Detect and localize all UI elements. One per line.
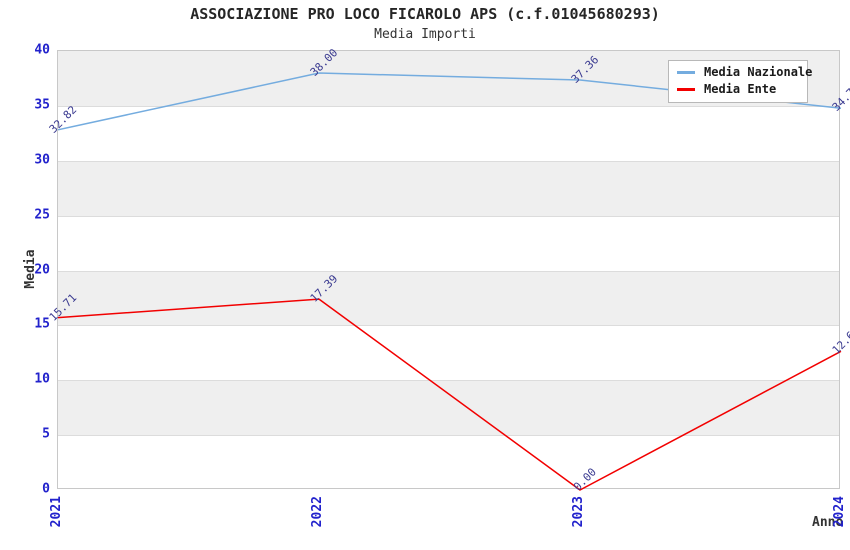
legend-label: Media Nazionale xyxy=(704,65,813,79)
y-tick-label: 30 xyxy=(34,152,50,168)
legend-item: Media Nazionale xyxy=(669,64,812,81)
chart-subtitle: Media Importi xyxy=(374,27,476,42)
y-tick-label: 0 xyxy=(42,481,50,497)
x-axis-title: Anno xyxy=(812,515,844,530)
gridline xyxy=(58,270,839,272)
band xyxy=(58,270,839,326)
band xyxy=(58,380,839,436)
chart-title: ASSOCIAZIONE PRO LOCO FICAROLO APS (c.f.… xyxy=(190,5,660,23)
y-tick-label: 10 xyxy=(34,371,50,387)
gridline xyxy=(58,380,839,382)
gridline xyxy=(58,325,839,327)
y-tick-label: 25 xyxy=(34,207,50,223)
y-tick-label: 35 xyxy=(34,97,50,113)
series-line-media-ente xyxy=(57,298,842,491)
gridline xyxy=(58,435,839,437)
legend-line-swatch xyxy=(677,71,695,74)
x-tick-label: 2023 xyxy=(570,496,586,528)
y-tick-label: 40 xyxy=(34,42,50,58)
gridline xyxy=(58,105,839,107)
legend-item: Media Ente xyxy=(669,81,807,98)
gridline xyxy=(58,215,839,217)
plot-area xyxy=(57,50,842,491)
x-tick-label: 2021 xyxy=(48,496,64,528)
gridline xyxy=(58,160,839,162)
y-tick-label: 20 xyxy=(34,262,50,277)
legend: Media Nazionale Media Ente xyxy=(668,60,812,103)
y-tick-label: 5 xyxy=(42,426,50,442)
x-tick-label: 2022 xyxy=(309,496,325,528)
x-tick-label: 2024 xyxy=(831,496,847,528)
line-chart-svg xyxy=(57,72,842,491)
y-tick-label: 15 xyxy=(34,316,50,332)
band xyxy=(58,160,839,216)
legend-label: Media Ente xyxy=(704,82,777,96)
legend-line-swatch xyxy=(677,88,695,91)
